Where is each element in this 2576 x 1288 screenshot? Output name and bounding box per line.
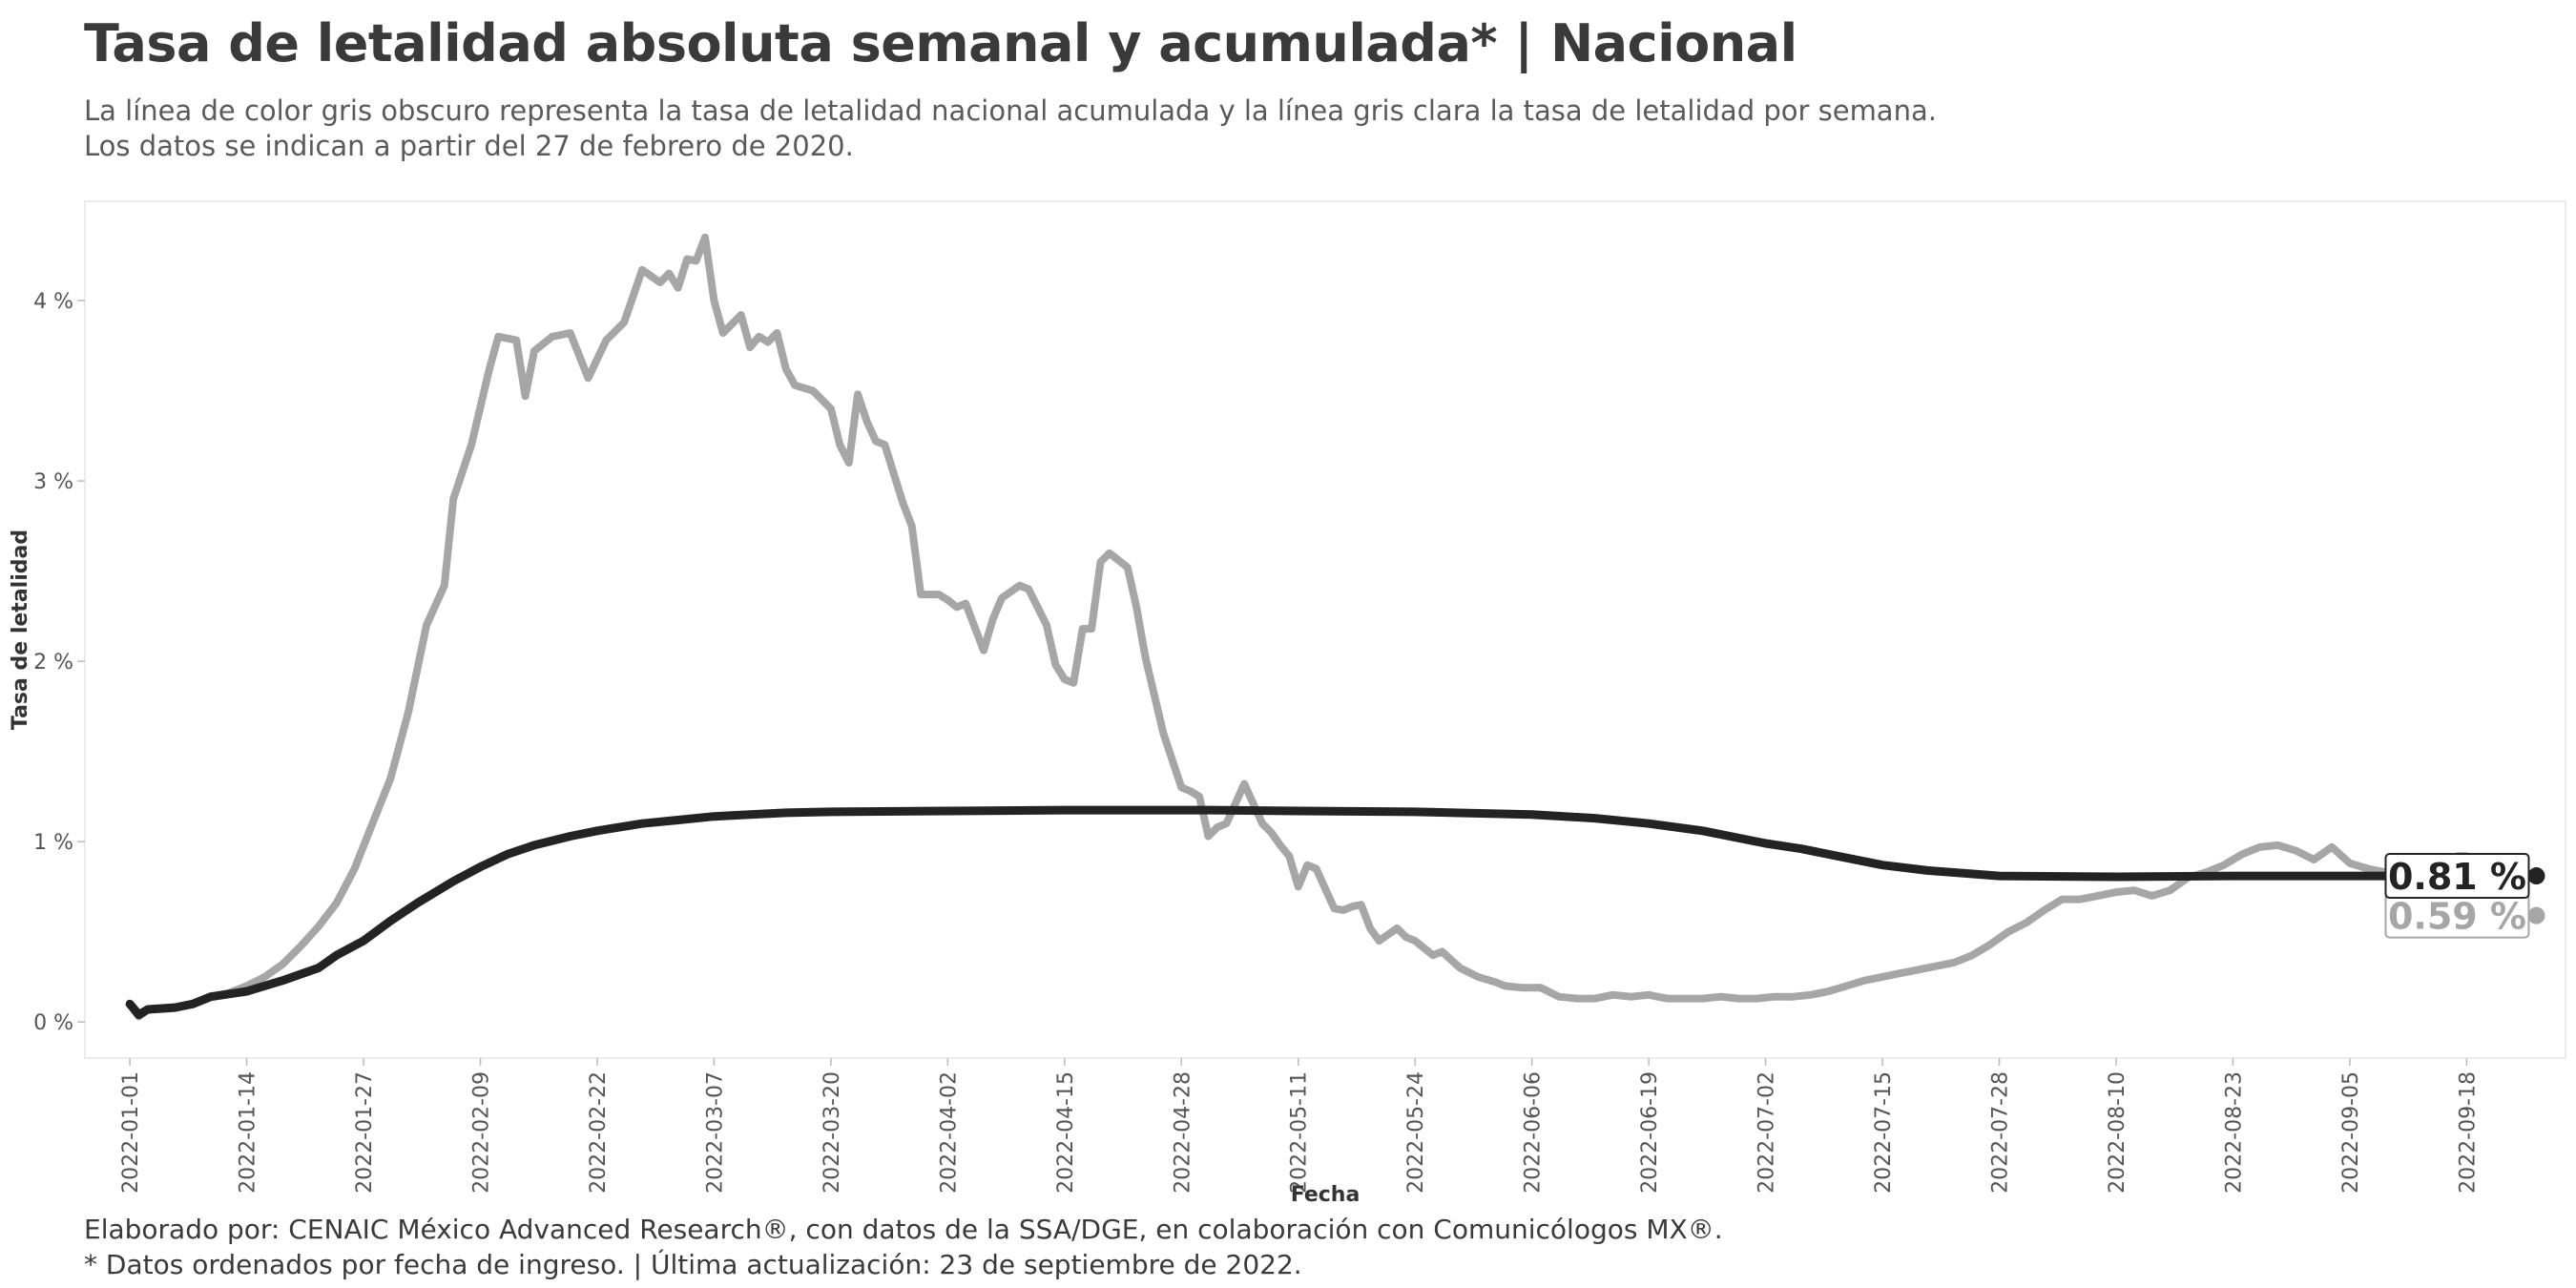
- y-tick-label: 0 %: [33, 1011, 73, 1035]
- subtitle-line-2: Los datos se indican a partir del 27 de …: [84, 130, 854, 162]
- y-axis: 0 % 1 % 2 % 3 % 4 %: [33, 290, 85, 1035]
- chart-caption: Elaborado por: CENAIC México Advanced Re…: [84, 1212, 1723, 1282]
- x-tick-label: 2022-01-14: [237, 1071, 260, 1194]
- plot-panel: [84, 200, 2566, 1059]
- y-axis-title: Tasa de letalidad: [9, 530, 32, 730]
- series-layer: [125, 233, 2516, 1021]
- x-tick-label: 2022-08-23: [2222, 1071, 2246, 1194]
- x-tick-label: 2022-06-19: [1638, 1071, 1662, 1194]
- x-tick-label: 2022-09-18: [2456, 1071, 2480, 1194]
- y-tick-label: 2 %: [33, 651, 73, 675]
- end-label-semanal: 0.59 %: [2388, 896, 2526, 938]
- chart-subtitle: La línea de color gris obscuro represent…: [84, 93, 1937, 164]
- y-tick-label: 4 %: [33, 290, 73, 314]
- caption-line-2: * Datos ordenados por fecha de ingreso. …: [84, 1249, 1302, 1280]
- x-tick-label: 2022-03-07: [703, 1071, 727, 1194]
- end-point-acumulada: [2527, 867, 2545, 885]
- x-tick-label: 2022-09-05: [2339, 1071, 2363, 1194]
- end-label-box-acumulada: [2384, 853, 2530, 900]
- end-labels: 0.59 %0.81 %: [2384, 853, 2545, 939]
- series-line-acumulada: [125, 805, 2516, 1020]
- x-tick-label: 2022-01-27: [353, 1071, 377, 1194]
- end-point-semanal: [2527, 906, 2545, 924]
- x-tick-label: 2022-07-02: [1755, 1071, 1779, 1194]
- x-axis-title: Fecha: [1291, 1183, 1361, 1207]
- x-tick-label: 2022-03-20: [821, 1071, 844, 1194]
- x-tick-label: 2022-07-15: [1872, 1071, 1896, 1194]
- x-tick-label: 2022-08-10: [2106, 1071, 2129, 1194]
- x-tick-label: 2022-04-15: [1054, 1071, 1078, 1194]
- x-tick-label: 2022-04-28: [1171, 1071, 1195, 1194]
- x-tick-label: 2022-07-28: [1989, 1071, 2013, 1194]
- y-tick-label: 3 %: [33, 470, 73, 494]
- chart-title: Tasa de letalidad absoluta semanal y acu…: [84, 13, 1797, 73]
- x-tick-label: 2022-02-09: [469, 1071, 493, 1194]
- x-tick-label: 2022-01-01: [119, 1071, 143, 1194]
- end-label-acumulada: 0.81 %: [2388, 856, 2526, 898]
- x-tick-label: 2022-05-11: [1288, 1071, 1312, 1194]
- subtitle-line-1: La línea de color gris obscuro represent…: [84, 94, 1937, 127]
- series-line-semanal: [126, 233, 2516, 1021]
- y-tick-label: 1 %: [33, 831, 73, 855]
- caption-line-1: Elaborado por: CENAIC México Advanced Re…: [84, 1214, 1723, 1245]
- x-tick-label: 2022-04-02: [937, 1071, 961, 1194]
- x-tick-label: 2022-02-22: [587, 1071, 611, 1194]
- x-tick-label: 2022-05-24: [1404, 1071, 1428, 1194]
- x-axis: 2022-01-01 2022-01-14 2022-01-27 2022-02-09…: [119, 1058, 2480, 1194]
- x-tick-label: 2022-06-06: [1522, 1071, 1546, 1194]
